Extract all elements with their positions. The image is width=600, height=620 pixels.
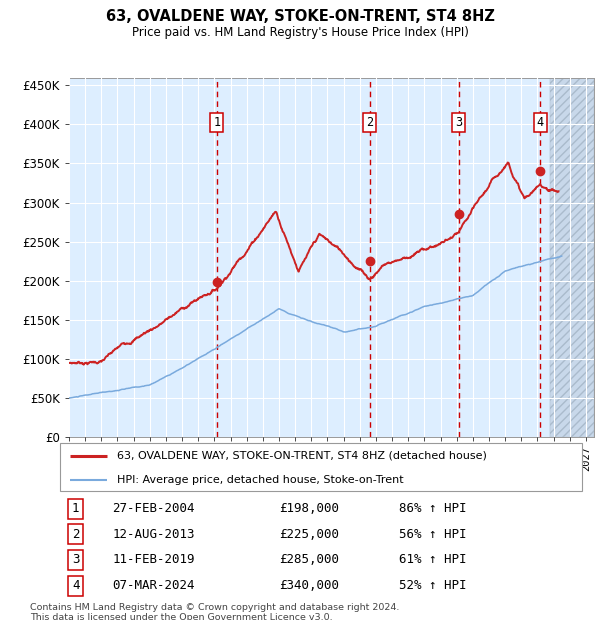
Text: Price paid vs. HM Land Registry's House Price Index (HPI): Price paid vs. HM Land Registry's House …	[131, 26, 469, 39]
Text: 63, OVALDENE WAY, STOKE-ON-TRENT, ST4 8HZ: 63, OVALDENE WAY, STOKE-ON-TRENT, ST4 8H…	[106, 9, 494, 24]
Text: 3: 3	[455, 116, 462, 129]
Text: 63, OVALDENE WAY, STOKE-ON-TRENT, ST4 8HZ (detached house): 63, OVALDENE WAY, STOKE-ON-TRENT, ST4 8H…	[118, 451, 487, 461]
Text: 12-AUG-2013: 12-AUG-2013	[112, 528, 194, 541]
Text: Contains HM Land Registry data © Crown copyright and database right 2024.
This d: Contains HM Land Registry data © Crown c…	[30, 603, 400, 620]
Bar	[550, 78, 594, 437]
Text: 1: 1	[72, 502, 79, 515]
Text: 3: 3	[72, 554, 79, 567]
Text: 07-MAR-2024: 07-MAR-2024	[112, 579, 194, 592]
Text: £225,000: £225,000	[279, 528, 339, 541]
Text: 1: 1	[213, 116, 220, 129]
Text: 56% ↑ HPI: 56% ↑ HPI	[400, 528, 467, 541]
Bar	[550, 78, 594, 437]
Text: 2: 2	[366, 116, 373, 129]
Text: £285,000: £285,000	[279, 554, 339, 567]
Text: 52% ↑ HPI: 52% ↑ HPI	[400, 579, 467, 592]
Text: 11-FEB-2019: 11-FEB-2019	[112, 554, 194, 567]
Text: 61% ↑ HPI: 61% ↑ HPI	[400, 554, 467, 567]
Text: 86% ↑ HPI: 86% ↑ HPI	[400, 502, 467, 515]
Text: 27-FEB-2004: 27-FEB-2004	[112, 502, 194, 515]
Text: 4: 4	[537, 116, 544, 129]
FancyBboxPatch shape	[60, 443, 582, 491]
Text: £198,000: £198,000	[279, 502, 339, 515]
Text: 4: 4	[72, 579, 79, 592]
Text: £340,000: £340,000	[279, 579, 339, 592]
Text: HPI: Average price, detached house, Stoke-on-Trent: HPI: Average price, detached house, Stok…	[118, 476, 404, 485]
Text: 2: 2	[72, 528, 79, 541]
